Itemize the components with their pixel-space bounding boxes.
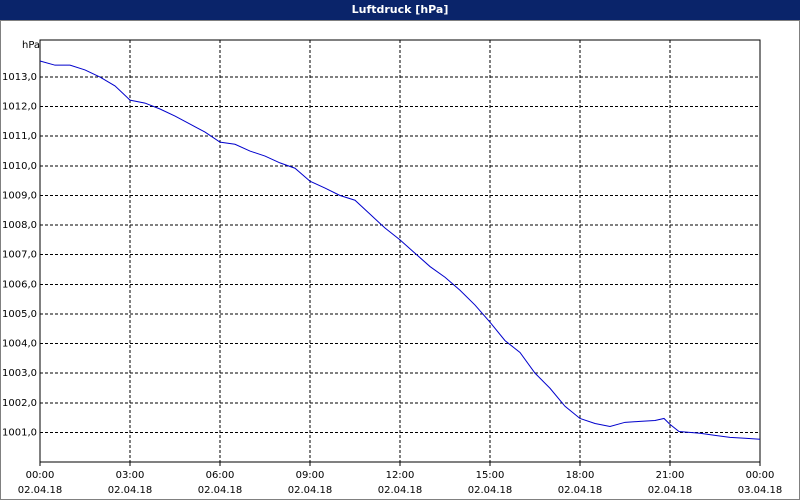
x-tick-label: 02.04.18	[288, 485, 333, 496]
plot-area	[39, 39, 761, 463]
y-tick-label: 1007,0	[2, 250, 37, 261]
x-tick-label: 00:00	[746, 470, 775, 481]
x-tick-label: 02.04.18	[468, 485, 513, 496]
y-tick-label: 1013,0	[2, 72, 37, 83]
y-tick-label: 1005,0	[2, 309, 37, 320]
y-tick-label: 1006,0	[2, 279, 37, 290]
x-tick-label: 03.04.18	[738, 485, 783, 496]
x-tick-label: 06:00	[206, 470, 235, 481]
chart-title: Luftdruck [hPa]	[0, 0, 800, 20]
y-tick-label: 1001,0	[2, 427, 37, 438]
y-tick-label: 1010,0	[2, 161, 37, 172]
x-tick-label: 02.04.18	[558, 485, 603, 496]
x-tick-label: 02.04.18	[108, 485, 153, 496]
x-tick-label: 03:00	[116, 470, 145, 481]
x-tick-label: 00:00	[26, 470, 55, 481]
y-tick-label: 1008,0	[2, 220, 37, 231]
x-tick-label: 02.04.18	[18, 485, 63, 496]
x-tick-label: 02.04.18	[648, 485, 693, 496]
y-unit: hPa	[22, 40, 40, 51]
x-tick-label: 02.04.18	[378, 485, 423, 496]
x-tick-label: 18:00	[566, 470, 595, 481]
x-tick-label: 12:00	[386, 470, 415, 481]
y-tick-label: 1011,0	[2, 131, 37, 142]
x-tick-label: 02.04.18	[198, 485, 243, 496]
x-tick-label: 15:00	[476, 470, 505, 481]
chart: hPa 1001,0 1002,0 1003,0 1004,0 1005,0 1006,0…	[0, 20, 800, 500]
x-tick-label: 21:00	[656, 470, 685, 481]
y-tick-label: 1003,0	[2, 368, 37, 379]
y-tick-label: 1002,0	[2, 398, 37, 409]
y-tick-label: 1004,0	[2, 339, 37, 350]
y-tick-label: 1009,0	[2, 190, 37, 201]
y-tick-label: 1012,0	[2, 102, 37, 113]
line	[39, 60, 761, 440]
x-tick-label: 09:00	[296, 470, 325, 481]
